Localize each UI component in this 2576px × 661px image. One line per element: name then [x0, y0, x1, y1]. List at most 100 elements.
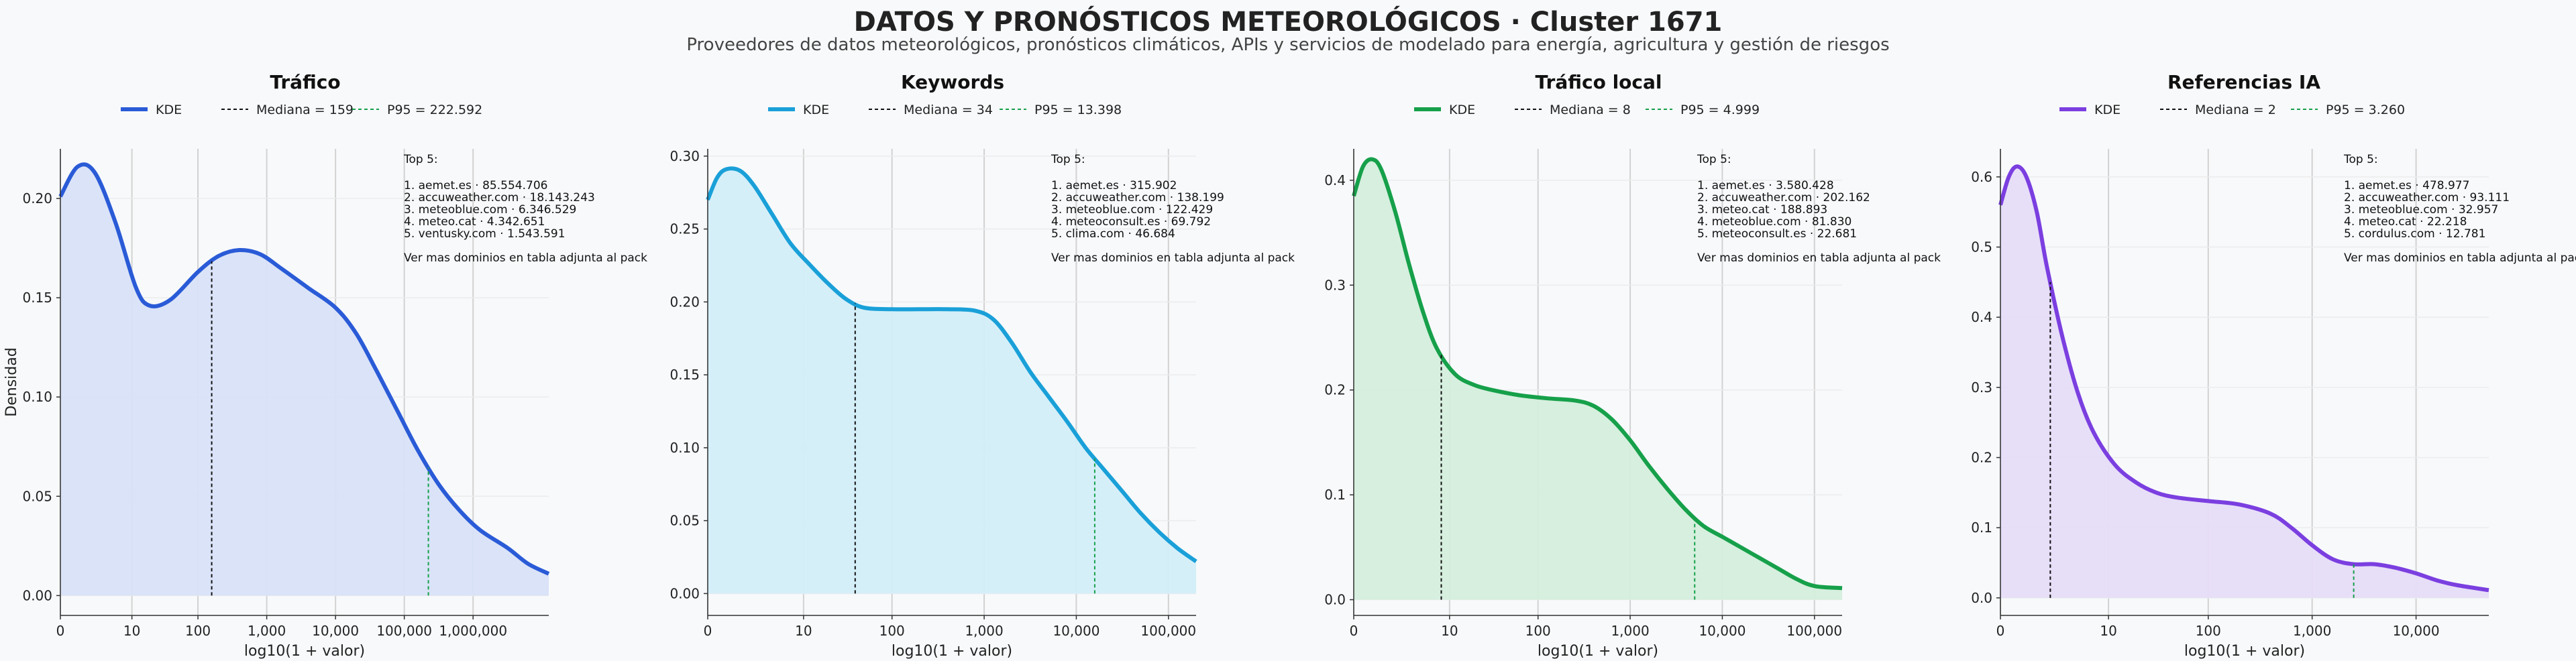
panel-3-ytick-2: 0.2: [1324, 382, 1346, 398]
panel-2-ytick-5: 0.25: [669, 221, 700, 237]
panel-4-kde-area: [2000, 166, 2489, 598]
panel-2-ytick-4: 0.20: [669, 294, 700, 310]
panel-3-xlabel: log10(1 + valor): [1538, 643, 1658, 660]
panel-2-top5-line-1: 1. aemet.es · 315.902: [1051, 179, 1177, 192]
panel-4-legend-kde: KDE: [2094, 103, 2121, 117]
panel-2-title: Keywords: [901, 71, 1004, 93]
panel-3-top5-line-2: 2. accuweather.com · 202.162: [1697, 191, 1870, 204]
panel-1-xtick-0: 0: [56, 623, 65, 639]
panel-1-ytick-0: 0.00: [22, 587, 52, 603]
panel-3-xtick-3: 1,000: [1611, 623, 1649, 639]
panel-1-top5-line-6: Ver mas dominios en tabla adjunta al pac…: [404, 251, 647, 265]
panel-2-legend-median: Mediana = 34: [904, 103, 993, 117]
panel-2-top5-line-5: 5. clima.com · 46.684: [1051, 227, 1175, 241]
panel-2-ytick-6: 0.30: [669, 148, 700, 164]
panel-2-ytick-1: 0.05: [669, 513, 700, 529]
panel-2-kde-line: [706, 166, 1197, 563]
panel-4-top5-line-0: Top 5:: [2343, 153, 2378, 166]
panel-4-ytick-4: 0.4: [1971, 309, 1992, 325]
page-title: DATOS Y PRONÓSTICOS METEOROLÓGICOS · Clu…: [853, 7, 1723, 38]
panel-4-ytick-5: 0.5: [1971, 239, 1992, 255]
panel-1-top5-line-3: 3. meteoblue.com · 6.346.529: [404, 203, 576, 217]
panel-2-top5-line-0: Top 5:: [1051, 153, 1085, 166]
panel-1-xtick-5: 100,000: [376, 623, 432, 639]
panel-2-ytick-2: 0.10: [669, 440, 700, 456]
panel-1-top5-line-5: 5. ventusky.com · 1.543.591: [404, 227, 566, 241]
panel-1-top5-line-4: 4. meteo.cat · 4.342.651: [404, 215, 545, 229]
panel-3-ytick-4: 0.4: [1324, 172, 1346, 188]
panel-2-top5-line-4: 4. meteoconsult.es · 69.792: [1051, 215, 1211, 229]
panel-3-ytick-0: 0.0: [1324, 592, 1346, 608]
panel-3-title: Tráfico local: [1536, 71, 1662, 93]
panel-2-legend-p95: P95 = 13.398: [1034, 103, 1122, 117]
panel-4-legend-median: Mediana = 2: [2195, 103, 2276, 117]
panel-1-legend-median: Mediana = 159: [256, 103, 354, 117]
panel-3-top5-line-1: 1. aemet.es · 3.580.428: [1697, 179, 1834, 192]
panel-3-xtick-2: 100: [1525, 623, 1551, 639]
panel-4-ytick-6: 0.6: [1971, 169, 1992, 185]
panel-3-kde-area: [1354, 159, 1842, 600]
panel-4-ytick-2: 0.2: [1971, 450, 1992, 466]
panel-4-ytick-0: 0.0: [1971, 590, 1992, 606]
panel-2-legend-kde: KDE: [803, 103, 829, 117]
panel-1-xtick-4: 10,000: [312, 623, 359, 639]
panel-3-top5-line-4: 4. meteoblue.com · 81.830: [1697, 215, 1851, 229]
panel-4-top5-line-2: 2. accuweather.com · 93.111: [2344, 191, 2510, 204]
panel-1-top5-line-2: 2. accuweather.com · 18.143.243: [404, 191, 595, 204]
panel-3-xtick-0: 0: [1350, 623, 1358, 639]
panel-1-ytick-2: 0.10: [22, 389, 52, 405]
panel-4-ytick-3: 0.3: [1971, 379, 1992, 396]
panel-1-kde-area: [60, 164, 549, 596]
panel-4-xtick-1: 10: [2100, 623, 2116, 639]
panel-3-legend-median: Mediana = 8: [1550, 103, 1631, 117]
panel-4-ytick-1: 0.1: [1971, 520, 1992, 536]
panel-1-title: Tráfico: [270, 71, 340, 93]
panel-2-ytick-3: 0.15: [669, 367, 700, 383]
panel-4-top5-line-6: Ver mas dominios en tabla adjunta al pac…: [2344, 251, 2576, 265]
panel-1-top5-line-0: Top 5:: [403, 153, 438, 166]
panel-4-kde-line: [1998, 164, 2489, 593]
panel-2-xtick-2: 100: [879, 623, 905, 639]
panel-3-ytick-1: 0.1: [1324, 487, 1346, 503]
panel-2-xtick-5: 100,000: [1140, 623, 1196, 639]
panel-1-xlabel: log10(1 + valor): [244, 643, 365, 660]
panel-1-ytick-1: 0.05: [22, 488, 52, 504]
panel-3-top5-line-0: Top 5:: [1697, 153, 1731, 166]
panel-1-legend-kde: KDE: [156, 103, 182, 117]
panel-4-top5-line-1: 1. aemet.es · 478.977: [2344, 179, 2469, 192]
panel-2-top5-line-3: 3. meteoblue.com · 122.429: [1051, 203, 1213, 217]
panel-2-top5-line-2: 2. accuweather.com · 138.199: [1051, 191, 1224, 204]
panel-4-xtick-4: 10,000: [2393, 623, 2440, 639]
panel-2-xtick-4: 10,000: [1053, 623, 1099, 639]
panel-3-kde-line: [1352, 157, 1843, 591]
panel-4-xlabel: log10(1 + valor): [2184, 643, 2305, 660]
panel-3-top5-line-3: 3. meteo.cat · 188.893: [1697, 203, 1827, 217]
panel-2-xlabel: log10(1 + valor): [892, 643, 1012, 660]
panel-2-ytick-0: 0.00: [669, 585, 700, 601]
panel-3-xtick-1: 10: [1441, 623, 1458, 639]
panel-2-xtick-1: 10: [795, 623, 812, 639]
panel-4-top5-line-4: 4. meteo.cat · 22.218: [2344, 215, 2467, 229]
panel-1-xtick-6: 1,000,000: [439, 623, 507, 639]
panel-2-kde-area: [708, 168, 1196, 594]
panel-1-xtick-2: 100: [185, 623, 211, 639]
panel-3-legend-p95: P95 = 4.999: [1680, 103, 1760, 117]
panel-3-xtick-4: 10,000: [1699, 623, 1746, 639]
panel-1-legend-p95: P95 = 222.592: [387, 103, 482, 117]
panel-3-ytick-3: 0.3: [1324, 277, 1346, 293]
panel-4-top5-line-5: 5. cordulus.com · 12.781: [2344, 227, 2485, 241]
panel-1-ylabel: Densidad: [3, 347, 20, 416]
panel-4-xtick-0: 0: [1996, 623, 2005, 639]
panel-2-xtick-0: 0: [704, 623, 712, 639]
panel-3-xtick-5: 100,000: [1786, 623, 1842, 639]
panel-1-xtick-1: 10: [123, 623, 140, 639]
panel-1-kde-line: [58, 162, 550, 576]
panel-2-top5-line-6: Ver mas dominios en tabla adjunta al pac…: [1051, 251, 1295, 265]
panel-2-xtick-3: 1,000: [965, 623, 1003, 639]
panel-4-legend-p95: P95 = 3.260: [2326, 103, 2405, 117]
panel-4-xtick-2: 100: [2196, 623, 2221, 639]
panel-3-top5-line-5: 5. meteoconsult.es · 22.681: [1697, 227, 1857, 241]
panel-3-legend-kde: KDE: [1449, 103, 1475, 117]
page-subtitle: Proveedores de datos meteorológicos, pro…: [686, 35, 1890, 55]
